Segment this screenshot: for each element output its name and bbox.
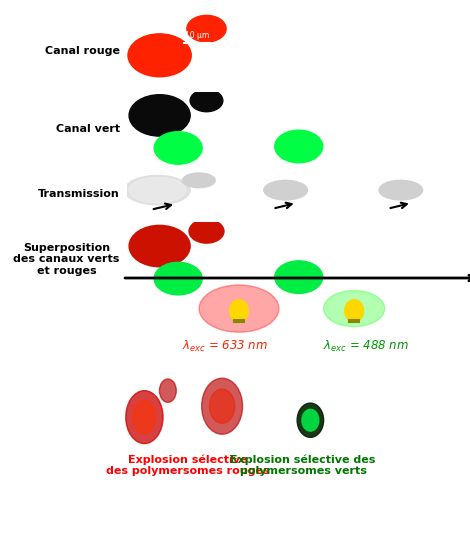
Ellipse shape [199, 285, 279, 332]
Circle shape [129, 177, 186, 203]
Circle shape [264, 180, 307, 200]
Ellipse shape [324, 291, 385, 327]
Circle shape [189, 220, 224, 243]
Circle shape [182, 173, 215, 188]
Text: Superposition
des canaux verts
et rouges: Superposition des canaux verts et rouges [14, 243, 120, 276]
Text: Canal vert: Canal vert [56, 124, 120, 133]
Circle shape [229, 300, 248, 322]
Ellipse shape [133, 401, 156, 434]
Text: $\lambda_{exc}$ = 633 nm: $\lambda_{exc}$ = 633 nm [182, 339, 268, 354]
Ellipse shape [302, 409, 319, 431]
Text: Explosion sélective des
polymersomes verts: Explosion sélective des polymersomes ver… [230, 454, 376, 476]
Circle shape [275, 130, 323, 163]
Ellipse shape [297, 403, 324, 438]
Text: Canal rouge: Canal rouge [45, 46, 120, 56]
Ellipse shape [126, 391, 163, 444]
Text: 10 μm: 10 μm [185, 31, 209, 40]
Circle shape [154, 262, 202, 295]
Circle shape [345, 300, 364, 322]
Ellipse shape [202, 378, 243, 434]
Circle shape [190, 90, 223, 112]
Circle shape [125, 176, 190, 205]
Circle shape [128, 34, 191, 77]
Circle shape [275, 261, 323, 294]
Ellipse shape [159, 379, 176, 403]
Circle shape [129, 225, 190, 267]
Text: Transmission: Transmission [38, 189, 120, 199]
Circle shape [379, 180, 423, 200]
Circle shape [154, 132, 202, 164]
Text: $\lambda_{exc}$ = 488 nm: $\lambda_{exc}$ = 488 nm [323, 339, 409, 354]
Text: Explosion sélective
des polymersomes rouges: Explosion sélective des polymersomes rou… [106, 454, 270, 476]
Ellipse shape [210, 389, 235, 423]
Circle shape [187, 16, 226, 42]
Circle shape [129, 95, 190, 136]
